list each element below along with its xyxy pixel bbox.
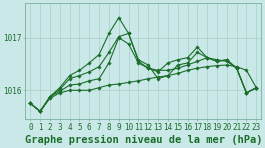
X-axis label: Graphe pression niveau de la mer (hPa): Graphe pression niveau de la mer (hPa) (25, 135, 262, 145)
